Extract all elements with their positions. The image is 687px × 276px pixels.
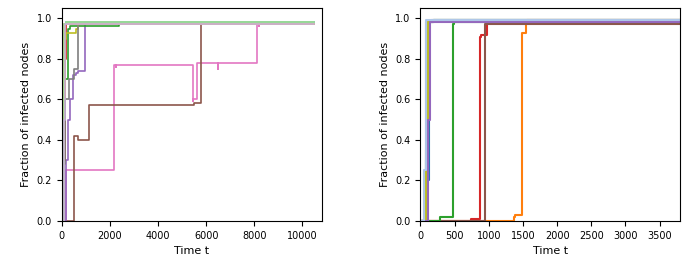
Y-axis label: Fraction of infected nodes: Fraction of infected nodes xyxy=(21,42,31,187)
X-axis label: Time t: Time t xyxy=(532,246,567,256)
Y-axis label: Fraction of infected nodes: Fraction of infected nodes xyxy=(380,42,390,187)
X-axis label: Time t: Time t xyxy=(174,246,210,256)
